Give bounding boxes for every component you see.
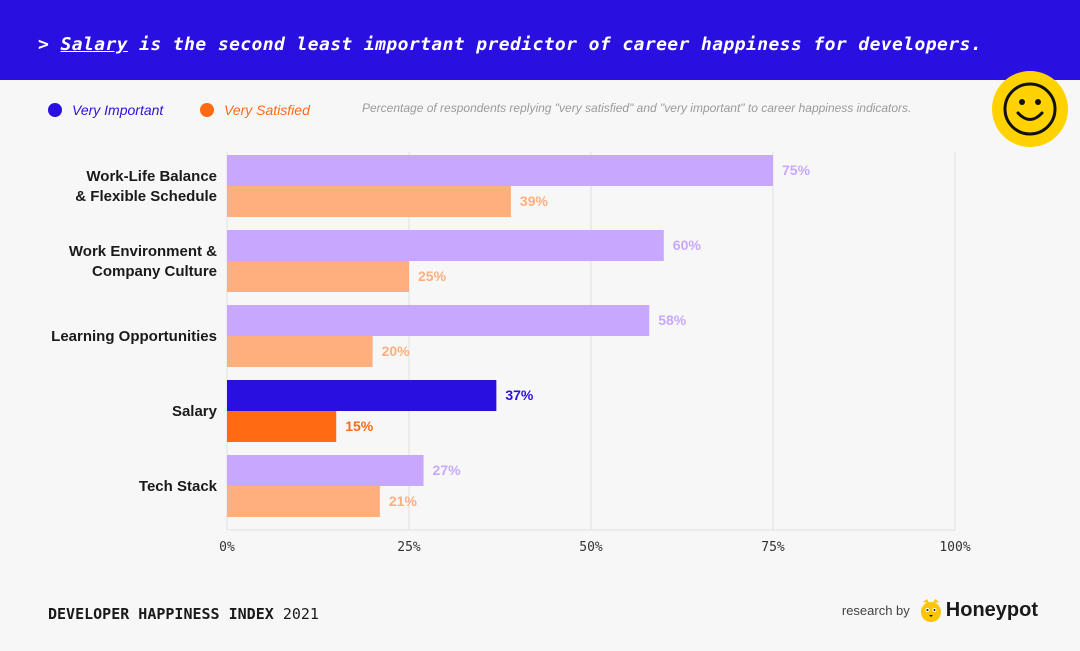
headline-text: is the second least important predictor … xyxy=(139,34,982,55)
brand-name: Honeypot xyxy=(945,598,1038,621)
footer-index-name: DEVELOPER HAPPINESS INDEX xyxy=(48,605,274,623)
header-banner xyxy=(0,0,1080,80)
bar-very-satisfied xyxy=(227,486,380,517)
data-label-very-satisfied: 21% xyxy=(389,493,418,509)
honeypot-logo-icon xyxy=(920,599,941,622)
footer-index-title: DEVELOPER HAPPINESS INDEX 2021 xyxy=(48,605,319,623)
category-label: Salary xyxy=(172,403,218,420)
legend-very-important: Very Important xyxy=(48,100,163,120)
headline-highlight: Salary xyxy=(60,34,128,55)
headline: > Salary is the second least important p… xyxy=(38,34,982,55)
x-tick-label-100: 100% xyxy=(939,540,970,555)
legend-important-label: Very Important xyxy=(72,102,164,118)
bar-very-satisfied xyxy=(227,411,337,442)
bar-very-satisfied xyxy=(227,336,373,367)
data-label-very-important: 60% xyxy=(673,237,702,253)
bar-very-important xyxy=(227,455,424,486)
headline-prefix: > xyxy=(38,34,50,55)
research-by-label: research by xyxy=(841,602,910,618)
legend-very-satisfied: Very Satisfied xyxy=(200,100,310,120)
x-tick-label-0: 0% xyxy=(219,540,235,555)
legend-important-swatch xyxy=(48,103,62,117)
data-label-very-important: 75% xyxy=(782,162,811,178)
bar-very-important xyxy=(227,230,664,261)
data-label-very-important: 58% xyxy=(658,312,687,328)
bar-very-satisfied xyxy=(227,261,409,292)
bar-very-important xyxy=(227,305,650,336)
data-label-very-satisfied: 39% xyxy=(520,193,549,209)
bar-very-important xyxy=(227,155,773,186)
category-label: Company Culture xyxy=(92,263,217,280)
data-label-very-satisfied: 15% xyxy=(345,418,374,434)
category-label: Work Environment & xyxy=(69,243,217,260)
smiley-icon xyxy=(992,71,1068,147)
x-tick-label-75: 75% xyxy=(761,540,785,555)
category-label: Learning Opportunities xyxy=(51,328,217,345)
x-tick-label-50: 50% xyxy=(579,540,603,555)
category-label: Work-Life Balance xyxy=(86,168,217,185)
x-tick-label-25: 25% xyxy=(397,540,421,555)
bar-very-important xyxy=(227,380,497,411)
footer-year: 2021 xyxy=(282,605,319,623)
legend-satisfied-label: Very Satisfied xyxy=(224,102,310,118)
chart-caption: Percentage of respondents replying "very… xyxy=(362,101,912,115)
data-label-very-important: 27% xyxy=(433,462,462,478)
legend-satisfied-swatch xyxy=(200,103,214,117)
bar-very-satisfied xyxy=(227,186,511,217)
data-label-very-satisfied: 25% xyxy=(418,268,447,284)
data-label-very-satisfied: 20% xyxy=(382,343,411,359)
data-label-very-important: 37% xyxy=(505,387,534,403)
category-label: Tech Stack xyxy=(139,478,218,495)
footer-credit: research by Honeypot xyxy=(842,598,1038,622)
category-label: & Flexible Schedule xyxy=(75,188,217,205)
